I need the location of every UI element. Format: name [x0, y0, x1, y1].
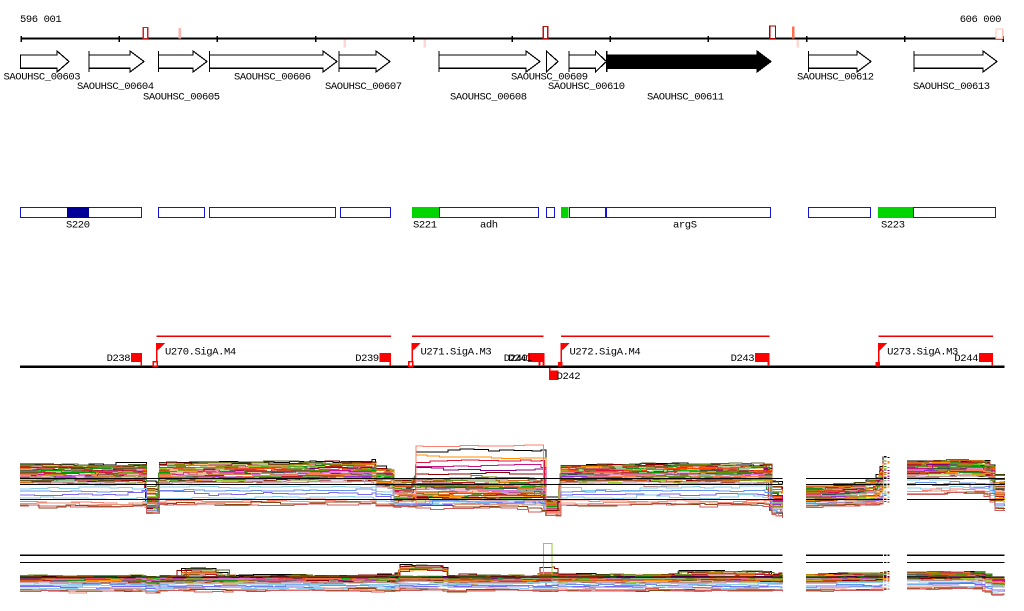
- svg-text:D239: D239: [355, 353, 379, 365]
- svg-text:SAOUHSC_00603: SAOUHSC_00603: [4, 71, 81, 83]
- svg-text:argS: argS: [673, 220, 697, 232]
- svg-text:D240: D240: [504, 353, 528, 365]
- svg-text:SAOUHSC_00612: SAOUHSC_00612: [797, 71, 874, 83]
- svg-text:SAOUHSC_00606: SAOUHSC_00606: [234, 71, 311, 83]
- svg-text:S221: S221: [413, 220, 437, 232]
- svg-text:SAOUHSC_00604: SAOUHSC_00604: [77, 81, 154, 93]
- svg-text:D241: D241: [508, 353, 532, 365]
- svg-text:SAOUHSC_00611: SAOUHSC_00611: [647, 92, 724, 104]
- svg-text:adh: adh: [480, 220, 498, 232]
- svg-text:596 001: 596 001: [20, 14, 61, 26]
- svg-text:U271.SigA.M3: U271.SigA.M3: [421, 347, 492, 359]
- svg-text:D238: D238: [107, 353, 131, 365]
- svg-text:SAOUHSC_00608: SAOUHSC_00608: [450, 92, 527, 104]
- svg-text:606 000: 606 000: [960, 14, 1001, 26]
- svg-text:S223: S223: [881, 220, 905, 232]
- svg-text:SAOUHSC_00610: SAOUHSC_00610: [548, 81, 625, 93]
- svg-text:SAOUHSC_00613: SAOUHSC_00613: [913, 81, 990, 93]
- svg-text:U272.SigA.M4: U272.SigA.M4: [570, 347, 641, 359]
- svg-text:SAOUHSC_00607: SAOUHSC_00607: [325, 81, 402, 93]
- svg-text:SAOUHSC_00605: SAOUHSC_00605: [143, 92, 220, 104]
- svg-text:U270.SigA.M4: U270.SigA.M4: [165, 347, 236, 359]
- svg-text:D242: D242: [557, 371, 581, 383]
- svg-text:SAOUHSC_00609: SAOUHSC_00609: [511, 71, 588, 83]
- svg-text:D244: D244: [954, 353, 978, 365]
- svg-text:S220: S220: [66, 220, 90, 232]
- svg-text:U273.SigA.M3: U273.SigA.M3: [887, 347, 958, 359]
- svg-text:D243: D243: [731, 353, 755, 365]
